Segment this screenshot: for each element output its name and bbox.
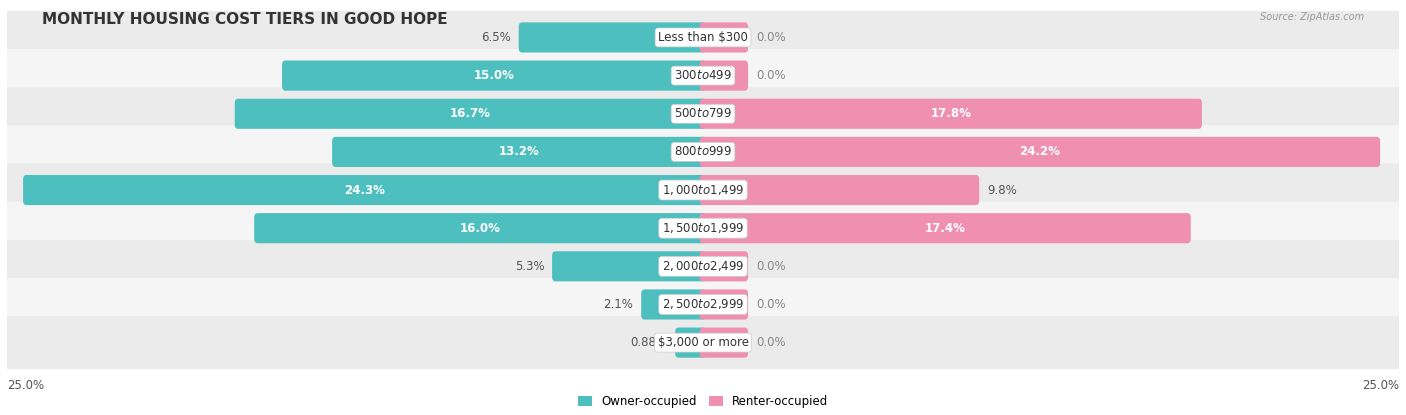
Text: 24.3%: 24.3% (344, 183, 385, 197)
Legend: Owner-occupied, Renter-occupied: Owner-occupied, Renter-occupied (572, 391, 834, 413)
FancyBboxPatch shape (1, 87, 1405, 140)
Text: $800 to $999: $800 to $999 (673, 145, 733, 159)
Text: 0.0%: 0.0% (756, 31, 786, 44)
FancyBboxPatch shape (700, 327, 748, 358)
Text: 16.7%: 16.7% (450, 107, 491, 120)
FancyBboxPatch shape (254, 213, 706, 243)
FancyBboxPatch shape (553, 251, 706, 281)
FancyBboxPatch shape (1, 49, 1405, 102)
Text: 5.3%: 5.3% (515, 260, 544, 273)
Text: 24.2%: 24.2% (1019, 145, 1060, 159)
Text: 25.0%: 25.0% (7, 379, 44, 392)
FancyBboxPatch shape (1, 240, 1405, 293)
Text: 9.8%: 9.8% (987, 183, 1017, 197)
FancyBboxPatch shape (1, 125, 1405, 178)
Text: 17.8%: 17.8% (931, 107, 972, 120)
FancyBboxPatch shape (675, 327, 706, 358)
Text: $3,000 or more: $3,000 or more (658, 336, 748, 349)
FancyBboxPatch shape (700, 213, 1191, 243)
Text: 2.1%: 2.1% (603, 298, 633, 311)
Text: $1,000 to $1,499: $1,000 to $1,499 (662, 183, 744, 197)
Text: 25.0%: 25.0% (1362, 379, 1399, 392)
Text: $500 to $799: $500 to $799 (673, 107, 733, 120)
FancyBboxPatch shape (700, 289, 748, 320)
FancyBboxPatch shape (1, 202, 1405, 255)
Text: Source: ZipAtlas.com: Source: ZipAtlas.com (1260, 12, 1364, 22)
Text: 15.0%: 15.0% (474, 69, 515, 82)
Text: 17.4%: 17.4% (925, 222, 966, 235)
Text: 0.0%: 0.0% (756, 336, 786, 349)
FancyBboxPatch shape (22, 175, 706, 205)
FancyBboxPatch shape (1, 316, 1405, 369)
FancyBboxPatch shape (1, 11, 1405, 64)
FancyBboxPatch shape (1, 164, 1405, 217)
FancyBboxPatch shape (519, 22, 706, 53)
FancyBboxPatch shape (1, 278, 1405, 331)
Text: 0.0%: 0.0% (756, 69, 786, 82)
FancyBboxPatch shape (235, 99, 706, 129)
Text: 13.2%: 13.2% (499, 145, 540, 159)
FancyBboxPatch shape (700, 22, 748, 53)
Text: Less than $300: Less than $300 (658, 31, 748, 44)
Text: MONTHLY HOUSING COST TIERS IN GOOD HOPE: MONTHLY HOUSING COST TIERS IN GOOD HOPE (42, 12, 447, 27)
Text: 6.5%: 6.5% (481, 31, 510, 44)
FancyBboxPatch shape (700, 137, 1381, 167)
FancyBboxPatch shape (700, 251, 748, 281)
Text: $2,500 to $2,999: $2,500 to $2,999 (662, 298, 744, 312)
FancyBboxPatch shape (332, 137, 706, 167)
FancyBboxPatch shape (700, 175, 979, 205)
Text: 0.88%: 0.88% (630, 336, 668, 349)
Text: 16.0%: 16.0% (460, 222, 501, 235)
Text: 0.0%: 0.0% (756, 260, 786, 273)
Text: $1,500 to $1,999: $1,500 to $1,999 (662, 221, 744, 235)
FancyBboxPatch shape (641, 289, 706, 320)
FancyBboxPatch shape (283, 61, 706, 90)
Text: 0.0%: 0.0% (756, 298, 786, 311)
Text: $2,000 to $2,499: $2,000 to $2,499 (662, 259, 744, 273)
FancyBboxPatch shape (700, 99, 1202, 129)
Text: $300 to $499: $300 to $499 (673, 69, 733, 82)
FancyBboxPatch shape (700, 61, 748, 90)
